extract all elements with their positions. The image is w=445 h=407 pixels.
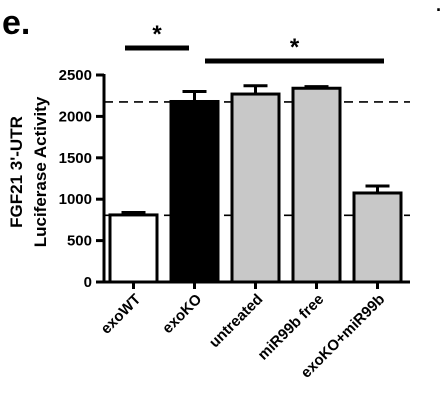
- y-tick-label: 500: [67, 233, 92, 250]
- significance-star: *: [290, 34, 300, 61]
- bar: [108, 213, 159, 284]
- y-axis-title-line2: Luciferase Activity: [31, 96, 50, 247]
- bar: [230, 92, 281, 284]
- bars: [108, 84, 403, 284]
- bar: [352, 191, 403, 284]
- y-tick-label: 2000: [59, 108, 92, 125]
- x-category-label: exoKO: [159, 291, 205, 337]
- significance-star: *: [152, 21, 162, 48]
- x-category-label: untreated: [206, 291, 266, 351]
- x-category-label: exoWT: [98, 291, 145, 338]
- y-tick-label: 1000: [59, 191, 92, 208]
- y-axis: 0 500 1000 1500 2000 2500: [59, 67, 106, 291]
- y-tick-label: 1500: [59, 150, 92, 167]
- y-axis-title: FGF21 3'-UTR Luciferase Activity: [7, 96, 50, 247]
- significance-markers: * *: [125, 21, 384, 64]
- cropped-edge-mark: ·: [436, 0, 442, 20]
- bar: [291, 86, 342, 284]
- y-axis-title-line1: FGF21 3'-UTR: [7, 116, 26, 228]
- y-tick-label: 2500: [59, 67, 92, 84]
- bar: [169, 99, 220, 284]
- y-tick-label: 0: [84, 274, 92, 291]
- panel-letter: e.: [2, 4, 30, 42]
